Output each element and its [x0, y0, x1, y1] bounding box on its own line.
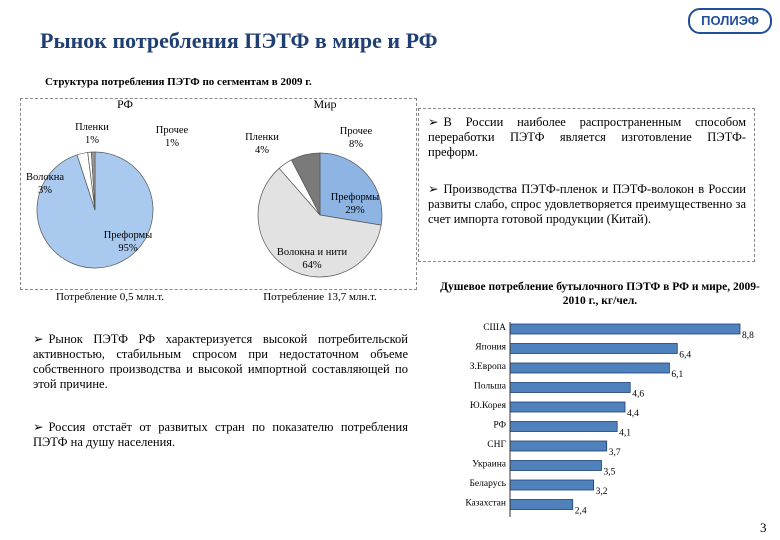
bar: [509, 323, 741, 335]
bar-value: 3,7: [609, 448, 621, 458]
bullet: Рынок ПЭТФ РФ характеризуется высокой по…: [33, 332, 408, 392]
slide-title: Рынок потребления ПЭТФ в мире и РФ: [40, 28, 438, 53]
slice-label: Преформы: [104, 230, 152, 241]
slice-value: 29%: [345, 205, 365, 216]
bar-category: Украина: [472, 460, 507, 470]
pie-slice: [319, 152, 383, 226]
bar-category: США: [483, 323, 506, 333]
slice-value: 4%: [255, 145, 269, 156]
pie-slice: [257, 167, 382, 278]
bar: [509, 440, 608, 452]
slice-value: 1%: [165, 138, 179, 149]
bar: [509, 362, 670, 374]
pie-note: Потребление 13,7 млн.т.: [263, 291, 377, 303]
bar-category: Япония: [475, 343, 506, 353]
bar: [509, 460, 602, 471]
bar-value: 4,1: [619, 429, 631, 439]
slice-value: 8%: [349, 139, 363, 150]
pie-slice: [90, 151, 96, 211]
bullet: Россия отстаёт от развитых стран по пока…: [33, 420, 408, 450]
slice-value: 64%: [302, 260, 322, 271]
bar-category: З.Европа: [470, 362, 507, 372]
bar-title: Душевое потребление бутылочного ПЭТФ в Р…: [440, 281, 760, 307]
page-number: 3: [760, 520, 767, 535]
bar: [509, 499, 574, 510]
slice-label: Прочее: [340, 126, 373, 137]
slice-value: 1%: [85, 135, 99, 146]
bar-value: 4,4: [627, 409, 639, 419]
bar: [509, 401, 626, 413]
slice-label: Преформы: [331, 192, 379, 203]
logo: ПОЛИЭФ: [688, 8, 772, 34]
pie-note: Потребление 0,5 млн.т.: [56, 291, 164, 303]
bar-category: РФ: [493, 421, 506, 431]
slice-label: Волокна: [26, 172, 64, 183]
slice-label: Волокна и нити: [277, 247, 348, 258]
bar-value: 3,2: [596, 487, 608, 497]
bar-value: 8,8: [742, 331, 754, 341]
bullet: В России наиболее распространенным спосо…: [428, 115, 746, 160]
slice-value: 3%: [38, 185, 52, 196]
bar-category: СНГ: [487, 440, 506, 450]
slice-label: Пленки: [75, 122, 109, 133]
pie-slice: [290, 152, 321, 216]
bar-category: Беларусь: [469, 479, 506, 489]
pie-title: РФ: [117, 97, 133, 111]
pies-title: Структура потребления ПЭТФ по сегментам …: [45, 76, 312, 88]
bar-value: 2,4: [575, 507, 587, 517]
bar-value: 3,5: [603, 468, 615, 478]
slice-label: Прочее: [156, 125, 189, 136]
bar-value: 6,1: [671, 370, 683, 380]
bar: [509, 343, 678, 354]
pie-title: Мир: [313, 97, 336, 111]
pies-frame: [20, 98, 417, 290]
slice-value: 95%: [118, 243, 138, 254]
bullet: Производства ПЭТФ-пленок и ПЭТФ-волокон …: [428, 182, 746, 227]
slice-label: Пленки: [245, 132, 279, 143]
bar: [509, 479, 595, 491]
bar-category: Польша: [474, 382, 507, 392]
right-frame: [418, 108, 755, 262]
bar-category: Казахстан: [465, 499, 506, 509]
bar-value: 6,4: [679, 351, 691, 361]
bar: [509, 421, 618, 432]
bar: [509, 382, 631, 393]
bar-value: 4,6: [632, 390, 644, 400]
bar-category: Ю.Корея: [470, 401, 507, 411]
